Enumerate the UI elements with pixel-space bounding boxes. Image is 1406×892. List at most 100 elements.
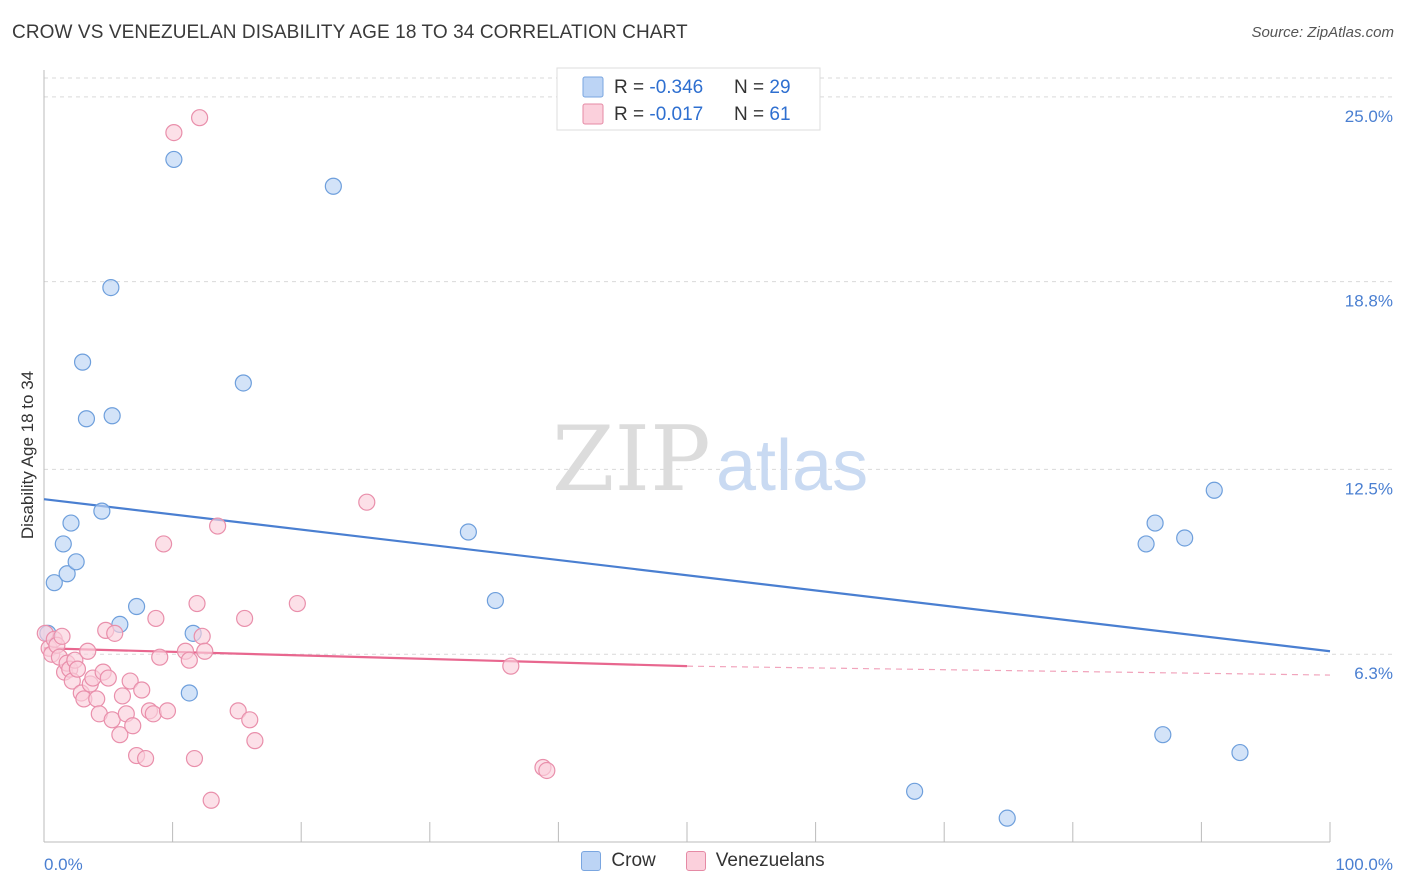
point-venezuelans	[358, 493, 376, 511]
point-crow	[45, 574, 63, 592]
axes	[43, 70, 1331, 843]
point-venezuelans	[147, 609, 165, 628]
svg-text:N = 61: N = 61	[734, 104, 791, 125]
x-tick-label-max: 100.0%	[1335, 855, 1393, 874]
point-venezuelans	[180, 651, 198, 669]
point-venezuelans	[158, 702, 177, 720]
point-venezuelans	[79, 642, 97, 660]
legend-r-value-venezuelans: -0.017	[649, 104, 703, 125]
trend-line-crow	[43, 498, 1331, 653]
point-crow	[180, 684, 198, 702]
point-venezuelans	[236, 609, 254, 628]
bottom-legend-item-crow: Crow	[581, 850, 656, 872]
point-crow	[165, 150, 183, 169]
data-points	[36, 109, 1249, 827]
point-venezuelans	[193, 627, 211, 645]
point-crow	[127, 597, 146, 616]
chart-title: CROW VS VENEZUELAN DISABILITY AGE 18 TO …	[12, 22, 688, 43]
y-tick-label: 25.0%	[1345, 107, 1393, 126]
svg-text:R = -0.017: R = -0.017	[614, 104, 703, 125]
point-venezuelans	[188, 594, 206, 613]
legend-n-label-venezuelans: N =	[734, 104, 769, 125]
gridlines	[44, 77, 1393, 655]
y-axis-label: Disability Age 18 to 34	[18, 371, 37, 539]
legend-swatch-venezuelans	[582, 103, 604, 125]
bottom-legend-item-venezuelans: Venezuelans	[685, 850, 825, 872]
point-crow	[67, 553, 85, 571]
legend-r-label-crow: R =	[614, 77, 649, 98]
bottom-legend: Crow Venezuelans	[0, 850, 1406, 872]
point-venezuelans	[202, 791, 220, 809]
point-crow	[1154, 726, 1172, 744]
bottom-legend-label-crow: Crow	[611, 850, 656, 871]
point-crow	[324, 177, 342, 195]
trend-line-venezuelans	[43, 647, 688, 668]
point-venezuelans	[165, 123, 183, 142]
y-tick-label: 12.5%	[1345, 479, 1393, 498]
point-venezuelans	[136, 749, 155, 768]
svg-text:R = -0.346: R = -0.346	[614, 77, 703, 98]
point-venezuelans	[209, 517, 227, 535]
series-venezuelans	[36, 109, 556, 809]
trend-lines	[43, 498, 1331, 676]
point-venezuelans	[106, 624, 124, 642]
watermark-atlas: atlas	[716, 426, 868, 506]
point-venezuelans	[502, 657, 520, 675]
point-venezuelans	[113, 687, 132, 705]
point-venezuelans	[121, 672, 139, 690]
x-tick-label-min: 0.0%	[44, 855, 83, 874]
point-venezuelans	[111, 726, 129, 744]
point-venezuelans	[88, 690, 106, 708]
point-crow	[1176, 529, 1194, 547]
point-venezuelans	[241, 711, 259, 729]
point-venezuelans	[229, 702, 247, 720]
legend-n-value-venezuelans: 61	[769, 104, 790, 125]
point-venezuelans	[196, 642, 214, 660]
point-venezuelans	[538, 761, 556, 780]
point-venezuelans	[53, 627, 71, 645]
y-tick-label: 18.8%	[1345, 292, 1393, 311]
point-venezuelans	[133, 681, 151, 699]
point-crow	[234, 374, 252, 392]
point-venezuelans	[154, 535, 173, 553]
point-venezuelans	[288, 594, 306, 613]
point-crow	[77, 410, 96, 428]
watermark-zip: ZIP	[552, 407, 711, 512]
point-crow	[62, 514, 80, 532]
legend-n-label-crow: N =	[734, 77, 769, 98]
point-crow	[459, 523, 477, 541]
point-venezuelans	[191, 109, 209, 127]
point-crow	[906, 782, 924, 800]
point-crow	[1137, 535, 1155, 553]
point-venezuelans	[144, 705, 162, 723]
legend: R = -0.346 N = 29 R = -0.017 N = 61	[556, 67, 821, 131]
y-tick-label: 6.3%	[1354, 664, 1393, 683]
point-crow	[1231, 743, 1249, 762]
point-venezuelans	[151, 648, 169, 666]
bottom-legend-swatch-venezuelans	[685, 851, 706, 871]
svg-text:N = 29: N = 29	[734, 77, 791, 98]
legend-swatch-crow	[582, 76, 604, 98]
point-venezuelans	[68, 660, 87, 678]
trend-extension-venezuelans	[686, 665, 1331, 676]
point-venezuelans	[185, 749, 204, 768]
point-crow	[58, 565, 76, 583]
point-crow	[486, 591, 504, 610]
point-crow	[73, 353, 92, 371]
bottom-legend-label-venezuelans: Venezuelans	[715, 850, 825, 871]
point-crow	[1205, 481, 1223, 499]
point-crow	[1146, 514, 1164, 532]
point-venezuelans	[99, 669, 117, 687]
bottom-legend-swatch-crow	[581, 851, 602, 871]
series-crow	[39, 150, 1249, 827]
point-venezuelans	[246, 732, 264, 750]
point-crow	[102, 278, 120, 297]
point-crow	[103, 407, 121, 425]
legend-r-value-crow: -0.346	[649, 77, 703, 98]
tick-labels: 6.3% 12.5% 18.8% 25.0% 0.0% 100.0%	[44, 107, 1393, 874]
legend-n-value-crow: 29	[769, 77, 790, 98]
point-crow	[998, 809, 1016, 827]
point-venezuelans	[124, 717, 142, 735]
legend-r-label-venezuelans: R =	[614, 104, 649, 125]
